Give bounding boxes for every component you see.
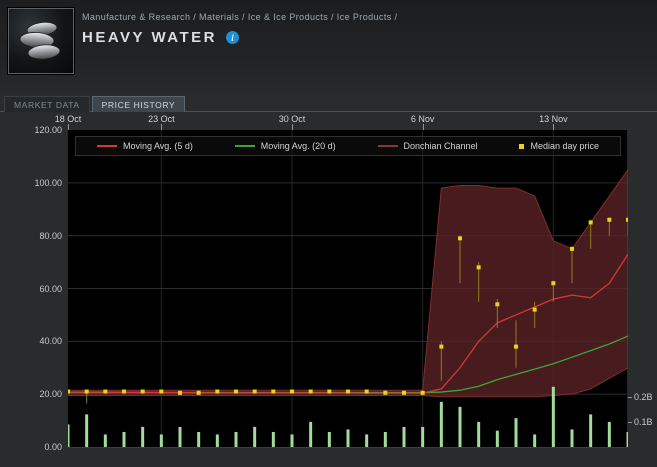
tab-price-history[interactable]: PRICE HISTORY bbox=[91, 96, 186, 112]
tab-underline bbox=[0, 111, 657, 112]
x-axis-tick bbox=[68, 124, 69, 130]
volume-axis-tick bbox=[628, 396, 632, 398]
legend-item: Donchian Channel bbox=[377, 141, 478, 151]
header: Manufacture & Research / Materials / Ice… bbox=[0, 0, 657, 92]
volume-axis-tick bbox=[628, 421, 632, 423]
page-title: HEAVY WATER bbox=[82, 29, 218, 46]
legend-label: Moving Avg. (5 d) bbox=[122, 141, 193, 151]
volume-axis-label: 0.1B bbox=[634, 416, 653, 427]
x-axis-label: 30 Oct bbox=[278, 114, 306, 124]
y-axis-label: 120.00 bbox=[34, 125, 62, 135]
x-axis-tick bbox=[292, 124, 293, 130]
x-axis-label: 6 Nov bbox=[410, 114, 435, 124]
tab-bar: MARKET DATA PRICE HISTORY bbox=[4, 96, 186, 112]
header-text: Manufacture & Research / Materials / Ice… bbox=[82, 12, 397, 46]
legend-label: Donchian Channel bbox=[403, 141, 478, 151]
breadcrumb[interactable]: Manufacture & Research / Materials / Ice… bbox=[82, 12, 398, 22]
legend-swatch bbox=[377, 145, 398, 147]
y-axis-label: 60.00 bbox=[39, 283, 62, 294]
y-axis-label: 20.00 bbox=[39, 389, 62, 400]
info-icon[interactable]: i bbox=[226, 31, 240, 44]
x-axis-tick bbox=[553, 124, 555, 130]
x-axis-label: 18 Oct bbox=[54, 114, 82, 124]
price-history-chart bbox=[68, 130, 628, 447]
x-axis-tick bbox=[161, 124, 163, 130]
x-axis-label: 23 Oct bbox=[148, 114, 175, 124]
legend-swatch bbox=[519, 143, 525, 149]
y-axis-label: 40.00 bbox=[39, 336, 62, 347]
legend-label: Median day price bbox=[530, 141, 600, 151]
chart-legend: Moving Avg. (5 d) Moving Avg. (20 d) Donch… bbox=[75, 136, 621, 156]
item-icon-heavy-water[interactable] bbox=[8, 8, 74, 74]
y-axis-label: 0.00 bbox=[44, 442, 62, 452]
y-axis-label: 80.00 bbox=[39, 230, 62, 241]
legend-item: Moving Avg. (5 d) bbox=[96, 141, 193, 151]
price-history-section: Moving Avg. (5 d) Moving Avg. (20 d) Donch… bbox=[0, 112, 657, 467]
title-row: HEAVY WATER i bbox=[82, 29, 397, 46]
legend-label: Moving Avg. (20 d) bbox=[260, 141, 336, 151]
legend-swatch bbox=[96, 145, 117, 147]
heavy-water-icon bbox=[19, 21, 61, 60]
legend-item: Moving Avg. (20 d) bbox=[234, 141, 336, 151]
legend-item: Median day price bbox=[519, 141, 599, 151]
legend-swatch bbox=[234, 145, 255, 147]
y-axis-label: 100.00 bbox=[34, 177, 62, 188]
volume-axis-label: 0.2B bbox=[634, 391, 653, 402]
x-axis-tick bbox=[422, 124, 424, 130]
tab-market-data[interactable]: MARKET DATA bbox=[4, 96, 90, 112]
x-axis-label: 13 Nov bbox=[539, 114, 568, 124]
plot-area: Moving Avg. (5 d) Moving Avg. (20 d) Donch… bbox=[68, 130, 628, 448]
